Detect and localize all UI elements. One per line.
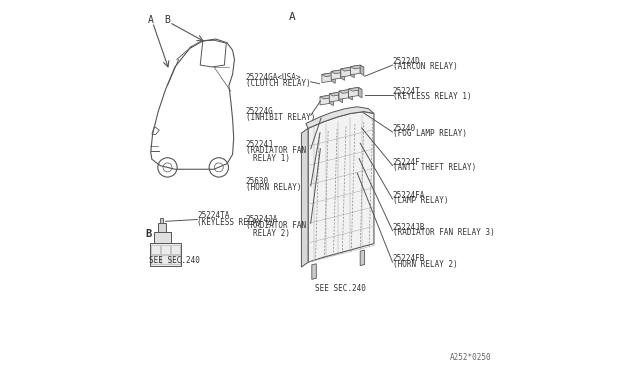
Polygon shape xyxy=(341,70,344,80)
Text: 25224FA: 25224FA xyxy=(392,191,425,200)
Text: 25224F: 25224F xyxy=(392,158,420,167)
Text: (LAMP RELAY): (LAMP RELAY) xyxy=(392,196,448,205)
Text: 25224FB: 25224FB xyxy=(392,254,425,263)
Text: (HORN RELAY 2): (HORN RELAY 2) xyxy=(392,260,458,269)
Polygon shape xyxy=(351,65,364,69)
Polygon shape xyxy=(322,73,332,83)
Polygon shape xyxy=(339,92,342,103)
Text: 25224JB: 25224JB xyxy=(392,223,425,232)
Text: (KEYLESS RELAY 1): (KEYLESS RELAY 1) xyxy=(392,92,471,101)
Polygon shape xyxy=(360,250,365,266)
Polygon shape xyxy=(158,223,166,232)
Polygon shape xyxy=(150,243,181,266)
Polygon shape xyxy=(322,73,335,77)
Text: A252*0250: A252*0250 xyxy=(449,353,491,362)
Text: 25224T: 25224T xyxy=(392,87,420,96)
Text: 25240: 25240 xyxy=(392,124,415,133)
Text: (CLUTCH RELAY): (CLUTCH RELAY) xyxy=(246,79,310,88)
Polygon shape xyxy=(339,90,349,99)
Text: (HORN RELAY): (HORN RELAY) xyxy=(246,183,301,192)
Polygon shape xyxy=(330,92,339,102)
Text: 25224D: 25224D xyxy=(392,57,420,66)
Polygon shape xyxy=(332,73,335,83)
Polygon shape xyxy=(308,112,374,262)
Polygon shape xyxy=(331,70,341,80)
Polygon shape xyxy=(360,65,364,76)
Text: 25224GA<USA>: 25224GA<USA> xyxy=(246,73,301,82)
Polygon shape xyxy=(349,87,358,97)
Polygon shape xyxy=(306,107,374,128)
Polygon shape xyxy=(341,67,351,77)
Text: SEE SEC.240: SEE SEC.240 xyxy=(148,256,200,265)
Text: (RADIATOR FAN RELAY 3): (RADIATOR FAN RELAY 3) xyxy=(392,228,494,237)
Text: (FOG LAMP RELAY): (FOG LAMP RELAY) xyxy=(392,129,467,138)
Text: (ANTI THEFT RELAY): (ANTI THEFT RELAY) xyxy=(392,163,476,172)
Polygon shape xyxy=(331,70,344,74)
Polygon shape xyxy=(301,128,308,267)
Text: (KEYLESS RELAY 2): (KEYLESS RELAY 2) xyxy=(197,218,276,227)
Text: RELAY 1): RELAY 1) xyxy=(253,154,290,163)
Text: RELAY 2): RELAY 2) xyxy=(253,229,290,238)
Polygon shape xyxy=(358,87,362,98)
Text: B: B xyxy=(146,230,152,239)
Text: 25224JA: 25224JA xyxy=(246,215,278,224)
Text: (INHIBIT RELAY): (INHIBIT RELAY) xyxy=(246,113,315,122)
Polygon shape xyxy=(161,218,163,223)
Text: 25224J: 25224J xyxy=(246,140,273,149)
Polygon shape xyxy=(154,232,172,244)
Text: (RADIATOR FAN: (RADIATOR FAN xyxy=(246,146,306,155)
Polygon shape xyxy=(351,65,360,75)
Polygon shape xyxy=(341,67,354,71)
Text: (AIRCON RELAY): (AIRCON RELAY) xyxy=(392,62,458,71)
Polygon shape xyxy=(349,87,362,91)
Polygon shape xyxy=(339,90,353,93)
Text: A: A xyxy=(148,16,154,25)
Text: A: A xyxy=(289,12,296,22)
Polygon shape xyxy=(320,95,330,105)
Text: B: B xyxy=(164,16,170,25)
Text: SEE SEC.240: SEE SEC.240 xyxy=(315,284,366,293)
Polygon shape xyxy=(351,67,354,78)
Text: 25224G: 25224G xyxy=(246,107,273,116)
Polygon shape xyxy=(320,95,333,99)
Polygon shape xyxy=(312,264,316,279)
Polygon shape xyxy=(330,92,342,96)
Polygon shape xyxy=(330,95,333,106)
Polygon shape xyxy=(349,90,353,100)
Text: 25224TA: 25224TA xyxy=(197,211,230,220)
Text: (RADIATOR FAN: (RADIATOR FAN xyxy=(246,221,306,230)
Text: 25630: 25630 xyxy=(246,177,269,186)
